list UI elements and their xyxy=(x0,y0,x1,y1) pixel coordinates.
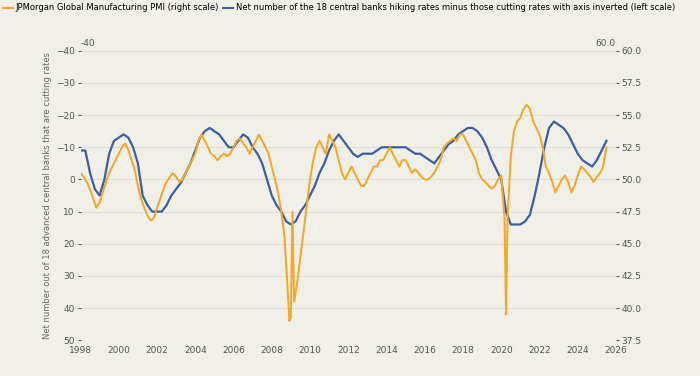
Text: 60.0: 60.0 xyxy=(596,39,616,48)
Legend: JPMorgan Global Manufacturing PMI (right scale), Net number of the 18 central ba: JPMorgan Global Manufacturing PMI (right… xyxy=(0,0,678,16)
Y-axis label: Net number out of 18 advanced central banks that are cutting rates: Net number out of 18 advanced central ba… xyxy=(43,52,52,339)
Text: -40: -40 xyxy=(80,39,95,48)
